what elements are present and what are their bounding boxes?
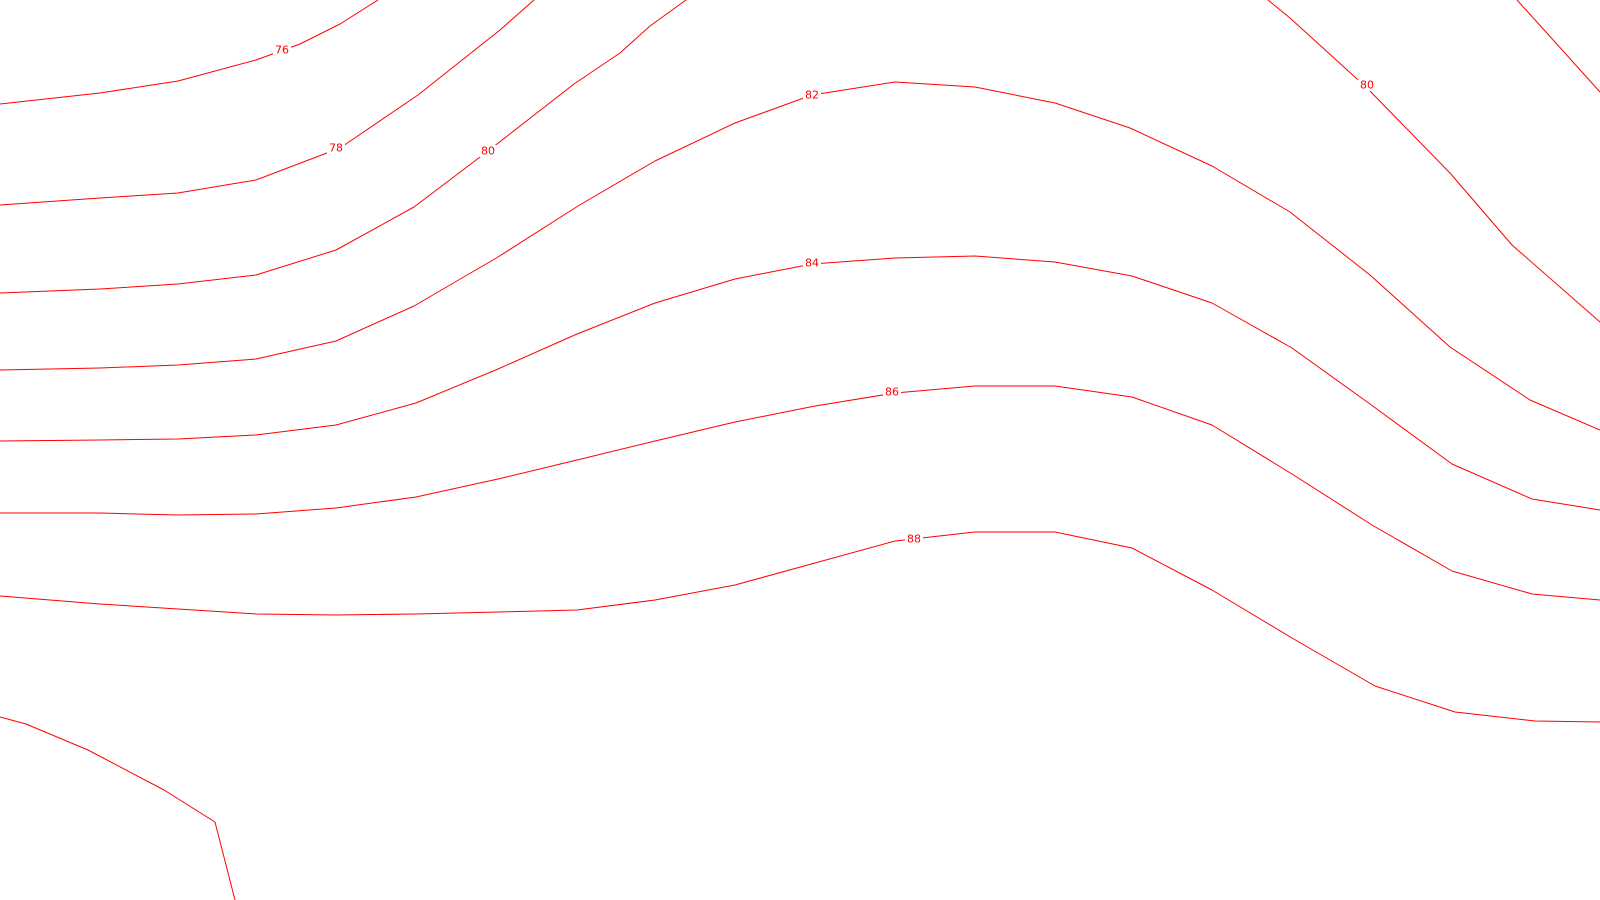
contour-line-88: [0, 531, 1600, 723]
contour-label-86: 86: [885, 386, 899, 399]
contour-label-86-gap: [883, 386, 901, 398]
contour-label-80-west: 80: [481, 145, 495, 158]
contour-label-84-gap: [803, 257, 821, 269]
contour-line-78: [0, 0, 535, 206]
contour-line-84: [0, 255, 1600, 511]
contour-label-76: 76: [275, 44, 289, 57]
contour-line-east-edge: [1516, 0, 1600, 93]
contour-label-78: 78: [329, 142, 343, 155]
contour-label-80-west-gap: [479, 145, 497, 157]
contour-line-82: [0, 81, 1600, 431]
contour-line-80-east: [1267, 0, 1600, 323]
contour-line-76: [0, 0, 379, 105]
contour-label-78-gap: [327, 142, 345, 154]
contour-label-80-east-gap: [1358, 79, 1376, 91]
contour-label-82: 82: [805, 89, 819, 102]
contour-label-88-gap: [905, 533, 923, 545]
contour-label-76-gap: [273, 44, 291, 56]
contour-label-80-east: 80: [1360, 79, 1374, 92]
contour-line-80-west: [0, 0, 687, 294]
contour-labels: 76 78 80 82 84 86 88 80: [273, 44, 1376, 546]
contour-label-82-gap: [803, 89, 821, 101]
contour-label-84: 84: [805, 257, 819, 270]
contour-line-86: [0, 385, 1600, 601]
contour-label-88: 88: [907, 533, 921, 546]
contour-line-southwest: [0, 716, 236, 900]
